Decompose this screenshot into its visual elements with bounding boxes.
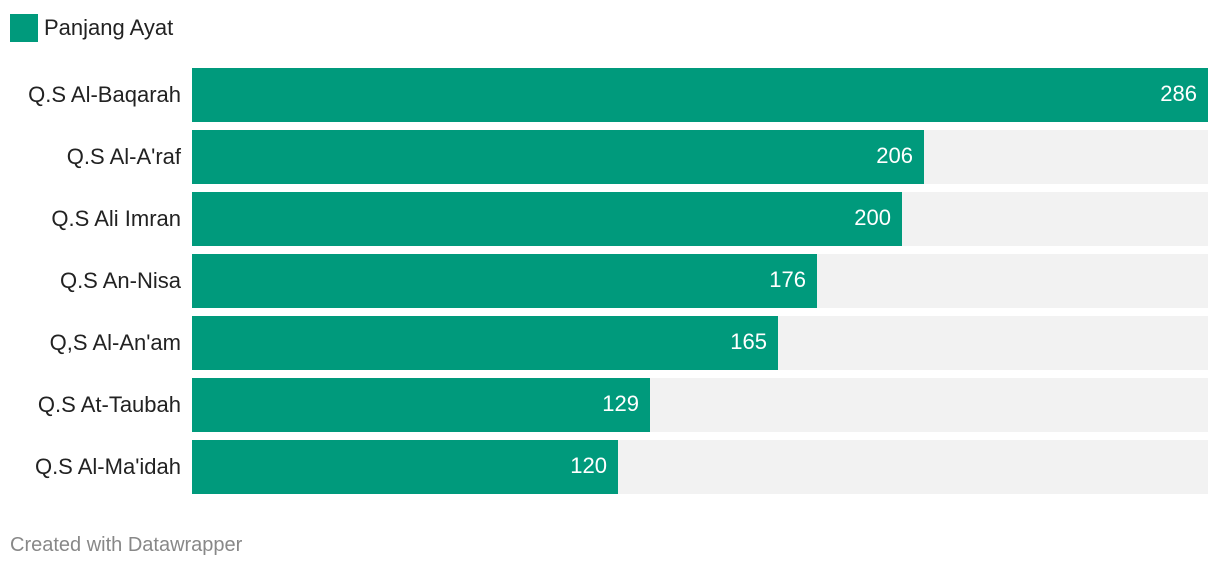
bar-track: 165: [192, 316, 1208, 370]
bar-track: 200: [192, 192, 1208, 246]
category-label: Q.S Al-Ma'idah: [34, 454, 181, 479]
category-label: Q.S Al-A'raf: [66, 144, 181, 169]
bar: 129: [192, 378, 650, 432]
bar-value-label: 120: [570, 453, 607, 478]
bar-row: Q.S Al-Ma'idah 120: [0, 440, 1220, 494]
bar-row: Q.S Al-A'raf 206: [0, 130, 1220, 184]
bar-value-label: 206: [876, 143, 913, 168]
category-label: Q.S Ali Imran: [51, 206, 181, 231]
bar-row: Q.S At-Taubah 129: [0, 378, 1220, 432]
bar-row: Q.S Al-Baqarah 286: [0, 68, 1220, 122]
legend: Panjang Ayat: [10, 14, 173, 42]
bar-row: Q.S Ali Imran 200: [0, 192, 1220, 246]
bar-value-label: 200: [854, 205, 891, 230]
bar: 120: [192, 440, 618, 494]
bar: 165: [192, 316, 778, 370]
bar-row: Q,S Al-An'am 165: [0, 316, 1220, 370]
bar: 176: [192, 254, 817, 308]
bar-value-label: 176: [769, 267, 806, 292]
category-label: Q,S Al-An'am: [49, 330, 181, 355]
bar-track: 286: [192, 68, 1208, 122]
category-label: Q.S Al-Baqarah: [28, 82, 181, 107]
bar-value-label: 129: [602, 391, 639, 416]
credit-text[interactable]: Created with Datawrapper: [10, 534, 243, 556]
legend-label: Panjang Ayat: [44, 15, 174, 40]
category-label: Q.S An-Nisa: [59, 268, 181, 293]
bar: 286: [192, 68, 1208, 122]
legend-swatch: [10, 14, 38, 42]
bar-value-label: 286: [1160, 81, 1197, 106]
category-label: Q.S At-Taubah: [37, 392, 181, 417]
bar-value-label: 165: [730, 329, 767, 354]
bar: 200: [192, 192, 902, 246]
bar-track: 129: [192, 378, 1208, 432]
bar: 206: [192, 130, 924, 184]
bar-row: Q.S An-Nisa 176: [0, 254, 1220, 308]
bar-track: 120: [192, 440, 1208, 494]
bar-track: 206: [192, 130, 1208, 184]
bar-track: 176: [192, 254, 1208, 308]
